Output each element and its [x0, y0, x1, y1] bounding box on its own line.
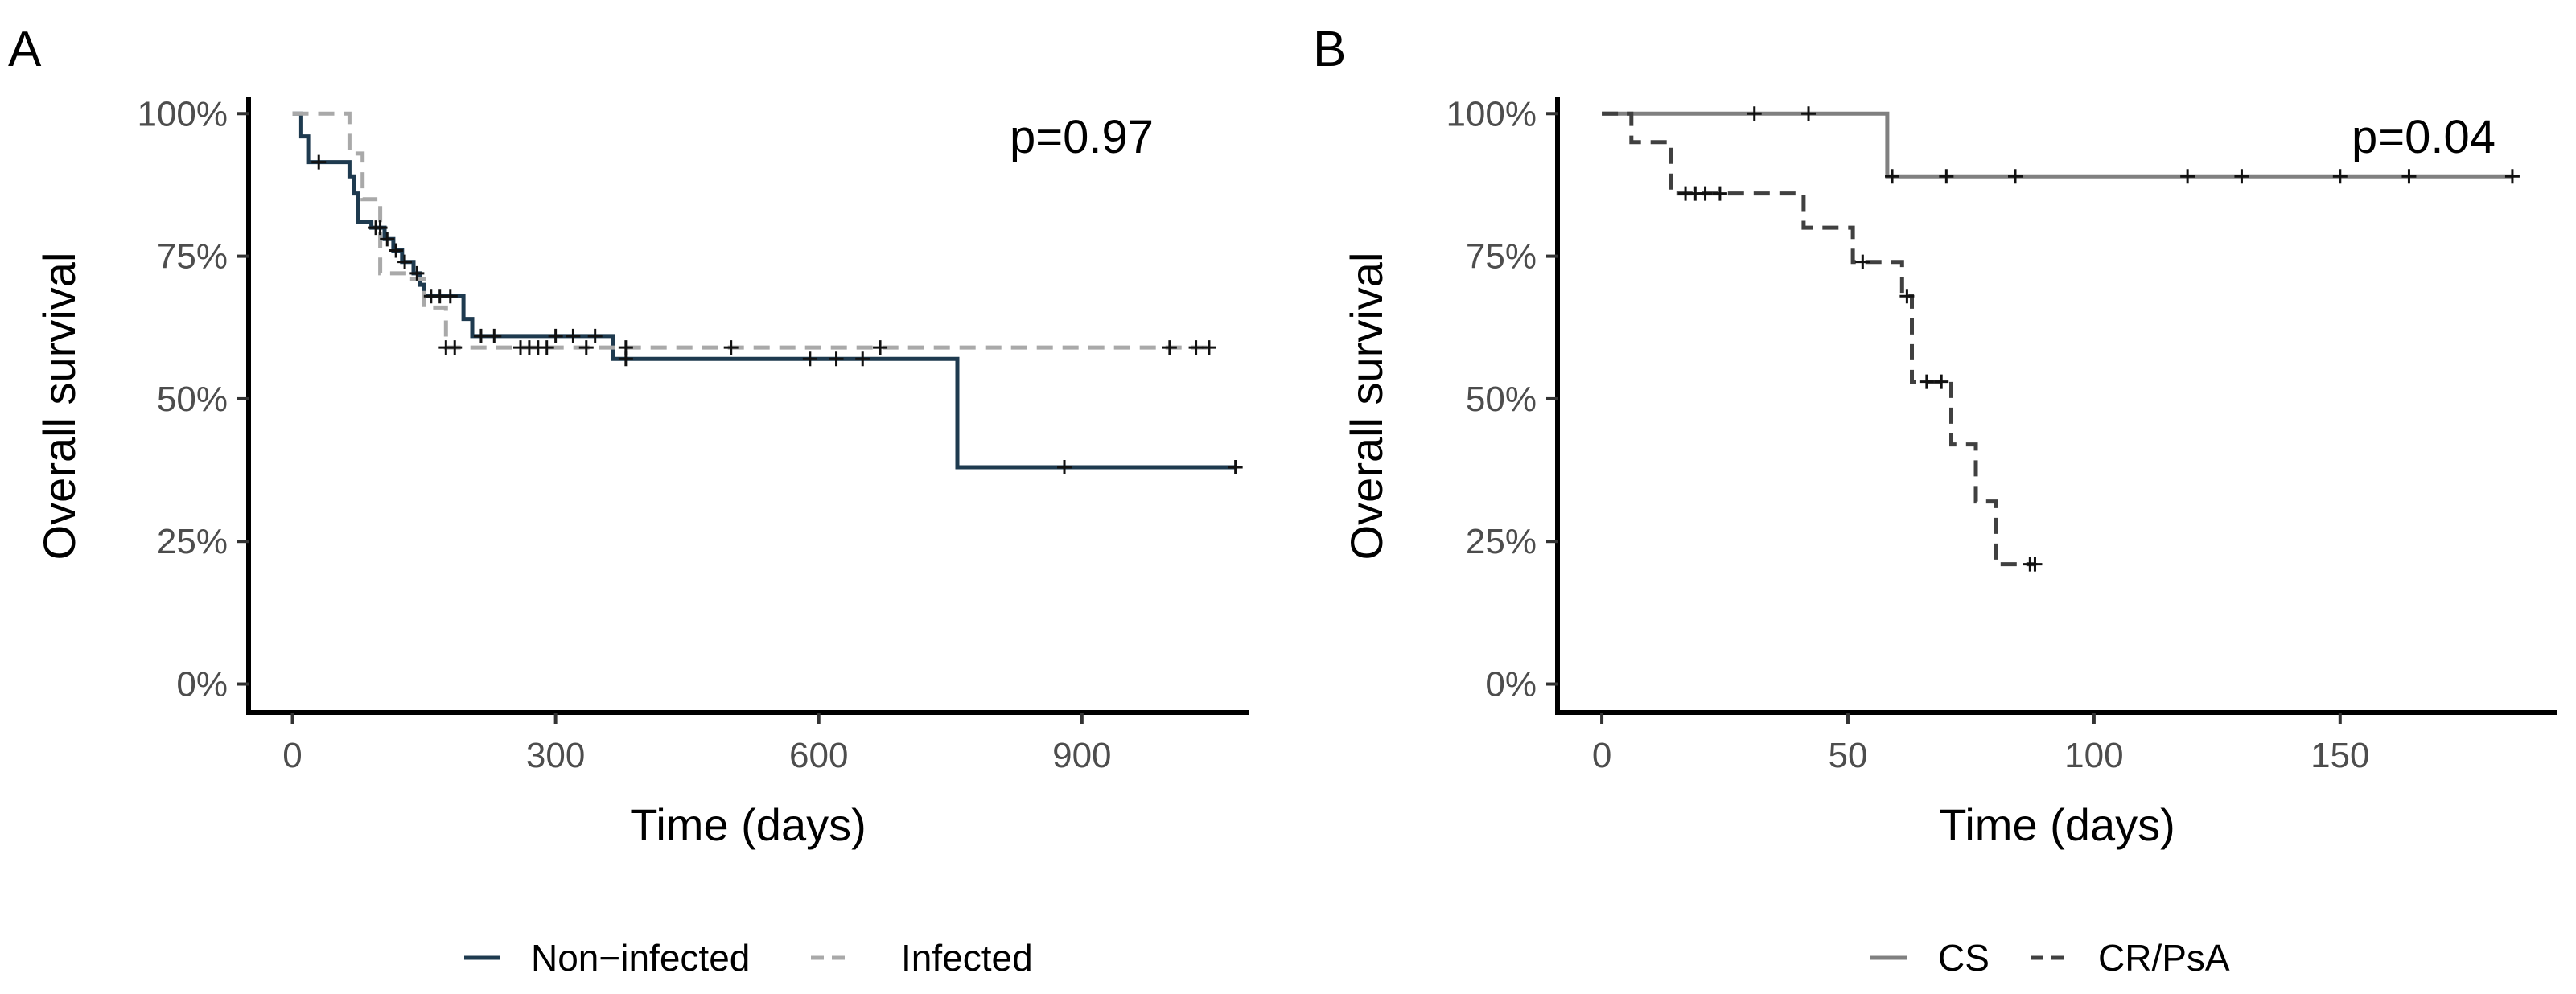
panel-a: A 0% 25% 50% 75% 100% 0 300 600 900 Time (days)… [8, 22, 1249, 850]
panel-b-y-tick-label: 25% [1466, 522, 1537, 561]
panel-a-censor-mark-non-infected [389, 243, 404, 258]
panel-a-y-tick-label: 0% [176, 665, 228, 704]
panel-a-x-tick-label: 900 [1052, 736, 1111, 775]
panel-a-censor-mark-infected [873, 340, 888, 355]
panel-a-x-tick-label: 0 [282, 736, 302, 775]
panel-b-censor-mark-cr-psa [1934, 374, 1949, 389]
panel-a-censor-mark-infected [723, 340, 739, 355]
panel-b-y-axis-title: Overall survival [1341, 253, 1392, 561]
panel-a-x-axis-title: Time (days) [630, 799, 866, 850]
panel-a-censor-mark-non-infected [311, 154, 327, 170]
panel-a-censor-mark-infected [1201, 340, 1216, 355]
panel-b-y-tick-label: 100% [1446, 94, 1537, 133]
panel-b-series-layer [1602, 111, 2512, 567]
panel-a-censor-mark-non-infected [409, 265, 425, 281]
panel-b-series-cs [1602, 111, 2512, 179]
panel-b-censor-layer [1678, 106, 2520, 572]
panel-b-censor-mark-cr-psa [1919, 374, 1934, 389]
panel-a-censor-layer [311, 154, 1243, 475]
panel-a-censor-mark-infected [1188, 340, 1204, 355]
panel-b-x-tick-label: 0 [1592, 736, 1611, 775]
panel-a-plot-area [292, 111, 1243, 475]
panel-a-censor-mark-infected [539, 340, 554, 355]
panel-b-censor-mark-cs [2401, 169, 2417, 184]
panel-b-censor-mark-cr-psa [2027, 557, 2043, 572]
panel-b-x-tick-label: 150 [2311, 736, 2369, 775]
panel-a-censor-mark-infected [578, 340, 594, 355]
panel-b-y-tick-label: 50% [1466, 380, 1537, 419]
panel-b-x-axis-title: Time (days) [1939, 799, 2175, 850]
panel-a-censor-mark-non-infected [380, 232, 395, 247]
panel-a-censor-mark-non-infected [372, 220, 388, 236]
panel-a-censor-mark-non-infected [397, 254, 413, 269]
legend-label-non-infected: Non−infected [531, 937, 750, 979]
legend-label-cr-psa: CR/PsA [2098, 937, 2230, 979]
panel-a-censor-mark-non-infected [802, 351, 817, 367]
panel-b-censor-mark-cs [2332, 169, 2348, 184]
panel-b-censor-mark-cs [2504, 169, 2520, 184]
panel-b-legend: CS CR/PsA [1870, 937, 2230, 979]
panel-a-x-ticks: 0 300 600 900 [282, 713, 1112, 775]
panel-a-censor-mark-non-infected [855, 351, 870, 367]
panel-b: B 0%25%50%75%100% 0 50 100 150 Time (days) … [1313, 22, 2557, 850]
panel-a-y-ticks: 0% 25% 50% 75% 100% [137, 94, 249, 704]
panel-a-censor-mark-infected [618, 340, 633, 355]
panel-b-censor-mark-cs [2180, 169, 2195, 184]
panel-b-censor-mark-cr-psa [1855, 254, 1870, 269]
legend-label-cs: CS [1938, 937, 1990, 979]
panel-b-censor-mark-cs [2008, 169, 2023, 184]
panel-a-censor-mark-non-infected [473, 328, 488, 343]
panel-b-censor-mark-cs [1801, 106, 1817, 121]
panel-a-censor-mark-non-infected [1228, 460, 1243, 475]
panel-b-x-tick-label: 100 [2064, 736, 2123, 775]
panel-a-censor-mark-non-infected [487, 328, 502, 343]
panel-b-y-tick-label: 75% [1466, 237, 1537, 277]
panel-a-censor-mark-non-infected [548, 328, 563, 343]
panel-a-series-layer [292, 111, 1236, 470]
panel-a-x-tick-label: 300 [526, 736, 585, 775]
panel-b-censor-mark-cr-psa [1899, 289, 1915, 304]
panel-b-censor-mark-cs [1747, 106, 1762, 121]
panel-b-y-ticks: 0% 25% 50% 75% 100% [1446, 94, 1558, 704]
panel-a-y-tick-label: 75% [157, 237, 228, 277]
panel-a-censor-mark-infected [447, 340, 463, 355]
panel-b-censor-mark-cr-psa [1712, 186, 1727, 201]
panel-a-y-tick-label: 50% [157, 380, 228, 419]
legend-label-infected: Infected [901, 937, 1033, 979]
panel-b-series-cr-psa [1602, 111, 2035, 567]
panel-a-y-axis-title: Overall survival [34, 253, 84, 561]
panel-a-label: A [8, 22, 42, 77]
panel-b-censor-mark-cs [2234, 169, 2249, 184]
panel-a-censor-mark-non-infected [829, 351, 844, 367]
panel-b-p-value: p=0.04 [2352, 111, 2496, 163]
panel-a-legend: Non−infected Infected [464, 937, 1033, 979]
panel-a-censor-mark-non-infected [1057, 460, 1072, 475]
panel-a-p-value: p=0.97 [1010, 111, 1154, 163]
panel-b-x-ticks: 0 50 100 150 [1592, 713, 2370, 775]
panel-b-censor-mark-cs [1885, 169, 1900, 184]
panel-a-series-infected [292, 111, 1209, 350]
panel-b-y-tick-label: 0% [1485, 665, 1537, 704]
panel-b-plot-area [1602, 106, 2520, 572]
panel-b-censor-mark-cr-psa [1697, 186, 1713, 201]
panel-a-y-tick-label: 100% [137, 94, 228, 133]
panel-a-y-tick-label: 25% [157, 522, 228, 561]
panel-b-label: B [1313, 22, 1346, 77]
panel-b-censor-mark-cs [1939, 169, 1954, 184]
panel-a-censor-mark-non-infected [566, 328, 581, 343]
panel-b-x-tick-label: 50 [1828, 736, 1867, 775]
panel-a-censor-mark-non-infected [442, 289, 458, 304]
panel-a-x-tick-label: 600 [789, 736, 848, 775]
panel-a-censor-mark-infected [1162, 340, 1177, 355]
panel-a-censor-mark-non-infected [587, 328, 603, 343]
panel-a-series-non-infected [292, 111, 1236, 470]
